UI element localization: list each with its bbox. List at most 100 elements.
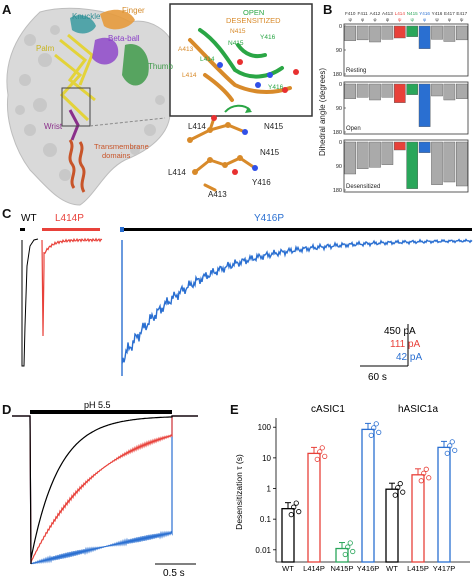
panel-c-label: C	[2, 206, 12, 221]
dihedral-bar-resting-8	[443, 25, 456, 42]
residue-header-angle-1: φ	[361, 17, 364, 22]
lower-res-l414-b: L414	[168, 168, 186, 177]
scale-y416p-current: 42 pA	[396, 352, 423, 363]
residue-header-angle-8: φ	[448, 17, 451, 22]
e-point-cASIC1-WT-3	[296, 509, 302, 515]
subpanel-name-1: Open	[346, 126, 361, 132]
knuckle-label: Knuckle	[72, 12, 101, 21]
b-ytick-0-2: 180	[333, 72, 342, 78]
e-point-cASIC1-WT-1	[291, 504, 297, 510]
transmembrane-label-2: domains	[102, 151, 131, 160]
dihedral-bar-desensitized-6	[418, 141, 431, 153]
dihedral-bar-resting-2	[369, 25, 381, 43]
b-ytick-0-1: 90	[336, 48, 342, 54]
lower-res-n415-a: N415	[264, 122, 284, 131]
inset-res-y416: Y416	[260, 34, 276, 41]
y416p-bar-start	[120, 227, 124, 232]
wt-trace-label: WT	[21, 213, 37, 224]
ph-step-traces-panel	[12, 410, 198, 565]
ph-stimulus-bar	[30, 410, 172, 414]
residue-header-1: F411	[358, 11, 369, 16]
inset-open-label: OPEN	[243, 8, 265, 17]
e-bar-cASIC1-L414P	[307, 452, 321, 563]
b-ytick-2-1: 90	[336, 164, 342, 170]
panel-a-label: A	[2, 2, 12, 17]
b-ytick-1-2: 180	[333, 130, 342, 136]
b-ytick-0-0: 0	[339, 24, 342, 30]
e-ylabel: Desensitization τ (s)	[234, 454, 244, 530]
e-point-hASIC1a-Y417P-3	[452, 447, 458, 453]
desensitization-tau-chart: 0.01 0.1 1 10 100 Desensitization τ (s) cASIC1…	[234, 404, 470, 573]
dihedral-bar-open-3	[381, 83, 394, 98]
dihedral-bar-open-8	[443, 83, 456, 101]
dihedral-bar-desensitized-3	[381, 141, 394, 165]
residue-header-4: L414	[395, 11, 406, 16]
dihedral-bar-resting-3	[381, 25, 394, 40]
panel-d-label: D	[2, 402, 12, 417]
inset-res-n415-d: N415	[230, 28, 246, 35]
inset-res-l414: L414	[200, 56, 215, 63]
e-ytick-0: 0.01	[255, 546, 271, 555]
residue-header-angle-7: ψ	[435, 17, 438, 22]
e-point-cASIC1-L414P-3	[322, 453, 328, 459]
e-point-cASIC1-Y416P-2	[373, 421, 379, 427]
dihedral-bar-desensitized-1	[356, 141, 369, 169]
current-traces-panel	[20, 227, 473, 376]
e-point-hASIC1a-WT-2	[397, 481, 403, 487]
e-bar-hASIC1a-L415P	[411, 474, 425, 563]
e-ytick-4: 100	[258, 423, 272, 432]
dihedral-bar-resting-0	[344, 25, 357, 41]
residue-header-5: N415	[407, 11, 418, 16]
e-point-hASIC1a-Y417P-0	[444, 450, 450, 456]
inset-res-n415: N415	[228, 40, 244, 47]
transmembrane-label-1: Transmembrane	[94, 142, 149, 151]
b-ytick-1-0: 0	[339, 82, 342, 88]
dihedral-bar-open-4	[393, 83, 406, 103]
e-point-hASIC1a-Y417P-2	[449, 439, 455, 445]
dihedral-bar-open-6	[418, 83, 431, 127]
panel-e-label: E	[230, 402, 239, 417]
residue-header-2: A412	[370, 11, 381, 16]
lower-res-n415-b: N415	[260, 148, 280, 157]
e-xtick-cASIC1-L414P: L414P	[303, 564, 325, 573]
subpanel-name-2: Desensitized	[346, 184, 380, 190]
wt-trace	[21, 238, 39, 367]
l414p-trace-label: L414P	[55, 213, 84, 224]
residue-header-angle-0: ψ	[349, 17, 352, 22]
e-xtick-hASIC1a-WT: WT	[386, 564, 398, 573]
scale-wt-current: 450 pA	[384, 326, 416, 337]
palm-label: Palm	[36, 44, 55, 53]
e-point-cASIC1-WT-2	[293, 500, 299, 506]
wrist-label: Wrist	[44, 122, 63, 131]
e-bar-cASIC1-Y416P	[361, 428, 375, 563]
inset-desensitized-label: DESENSITIZED	[226, 16, 281, 25]
inset-res-y416-b: Y416	[268, 84, 284, 91]
e-group-title-1: hASIC1a	[398, 404, 438, 415]
e-point-cASIC1-L414P-2	[319, 445, 325, 451]
dihedral-bar-resting-7	[431, 25, 443, 40]
e-point-cASIC1-N415P-1	[345, 544, 351, 550]
e-point-hASIC1a-L415P-1	[421, 470, 427, 476]
residue-header-0: F410	[345, 11, 356, 16]
ph-bar-label: pH 5.5	[84, 400, 111, 410]
e-point-cASIC1-Y416P-0	[368, 432, 374, 438]
e-xtick-hASIC1a-Y417P: Y417P	[433, 564, 456, 573]
inset-res-l414-d: L414	[182, 72, 197, 79]
dihedral-bar-resting-4	[393, 25, 406, 39]
residue-header-6: Y416	[419, 11, 430, 16]
residue-header-angle-2: φ	[374, 17, 377, 22]
y416p-ph-trace	[12, 415, 198, 565]
dihedral-bar-desensitized-9	[455, 141, 468, 187]
e-xtick-cASIC1-N415P: N415P	[331, 564, 354, 573]
e-bar-hASIC1a-WT	[385, 488, 399, 563]
b-ytick-1-1: 90	[336, 106, 342, 112]
scale-l414p-current: 111 pA	[390, 339, 421, 350]
e-xtick-cASIC1-WT: WT	[282, 564, 294, 573]
beta-ball-label: Beta-ball	[108, 34, 140, 43]
e-point-hASIC1a-WT-0	[392, 492, 398, 498]
dihedral-bar-open-7	[431, 83, 443, 97]
dihedral-bar-resting-6	[418, 25, 431, 49]
b-ytick-2-0: 0	[339, 140, 342, 146]
dihedral-bar-desensitized-0	[344, 141, 357, 175]
e-point-cASIC1-N415P-0	[342, 551, 348, 558]
